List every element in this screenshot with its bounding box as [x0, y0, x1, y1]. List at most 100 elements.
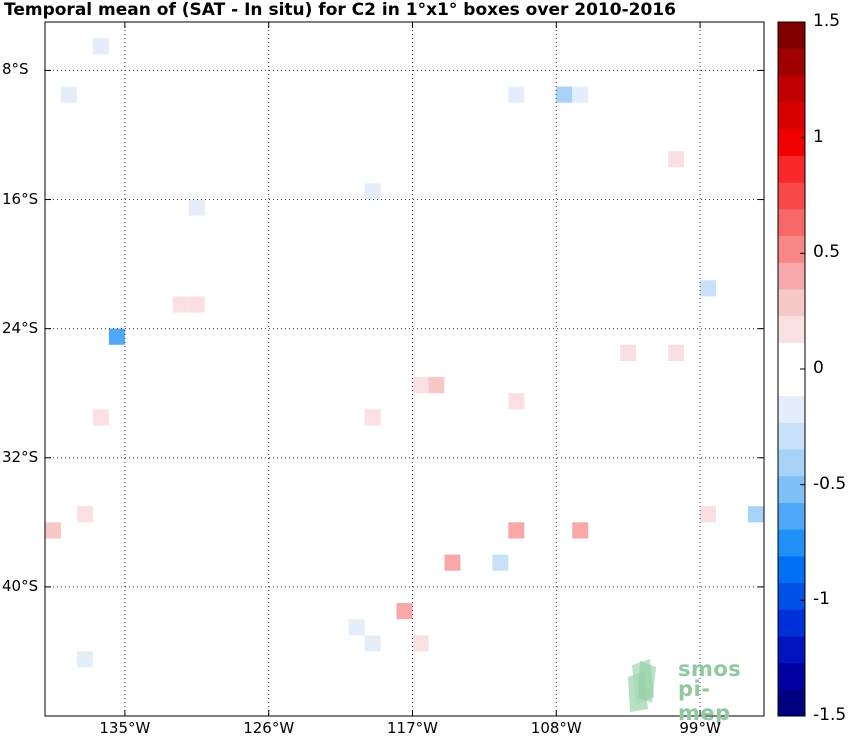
heatmap-cell: [444, 215, 461, 232]
heatmap-cell: [220, 312, 237, 329]
heatmap-cell: [92, 280, 109, 297]
colorbar-segment: [778, 475, 805, 503]
heatmap-cell: [492, 280, 509, 297]
heatmap-cell: [716, 54, 733, 71]
x-tick-label: 99°W: [679, 719, 721, 737]
colorbar-segment: [778, 262, 805, 290]
heatmap-cell: [508, 86, 525, 103]
y-tick-label: 16°S: [2, 189, 39, 208]
x-tick-label: 108°W: [530, 719, 582, 737]
colorbar-segment: [778, 369, 805, 397]
colorbar-segment: [778, 208, 805, 237]
heatmap-cell: [204, 312, 221, 329]
plot-background: [45, 22, 764, 716]
heatmap-cell: [188, 425, 205, 442]
heatmap-cell: [716, 280, 733, 297]
heatmap-cell: [332, 102, 349, 119]
colorbar-segment: [778, 395, 805, 423]
heatmap-cell: [556, 86, 573, 103]
heatmap-cell: [60, 86, 77, 103]
heatmap-cell: [300, 38, 317, 55]
colorbar-segment: [778, 555, 805, 584]
colorbar-tick-label: -1: [813, 589, 830, 610]
heatmap-cell: [396, 70, 413, 87]
heatmap-cell: [572, 86, 589, 103]
heatmap-cell: [700, 328, 717, 345]
heatmap-cell: [188, 199, 205, 216]
x-tick-label: 135°W: [99, 719, 151, 737]
heatmap-cell: [620, 344, 637, 361]
x-tick-label: 117°W: [387, 719, 438, 737]
colorbar-segment: [778, 128, 805, 156]
heatmap-cell: [188, 296, 205, 313]
heatmap-cell: [412, 635, 429, 652]
heatmap-cell: [364, 409, 381, 426]
heatmap-cell: [380, 183, 397, 200]
heatmap-cell: [124, 102, 141, 119]
colorbar-tick-label: 0.5: [813, 242, 841, 263]
heatmap-cell: [668, 344, 685, 361]
heatmap-cell: [428, 377, 445, 394]
colorbar-segment: [778, 662, 805, 690]
heatmap-cell: [140, 199, 157, 216]
colorbar-segment: [778, 102, 805, 130]
heatmap-cell: [412, 377, 429, 394]
colorbar-segment: [778, 422, 805, 450]
colorbar-segment: [778, 582, 805, 610]
heatmap-cell: [348, 619, 365, 636]
heatmap-cell: [476, 215, 493, 232]
y-tick-label: 40°S: [2, 576, 39, 595]
colorbar-segment: [778, 48, 805, 76]
heatmap-cell: [220, 280, 237, 297]
x-tick-label: 126°W: [243, 719, 295, 737]
colorbar-tick-label: -0.5: [813, 473, 847, 494]
colorbar-segment: [778, 155, 805, 183]
heatmap-cell: [748, 506, 764, 523]
logo-line1: smos: [678, 657, 742, 681]
heatmap-cell: [124, 70, 141, 87]
heatmap-cell: [108, 328, 125, 345]
colorbar-segment: [778, 529, 805, 557]
colorbar-segment: [778, 502, 805, 530]
logo-mark-icon: [628, 659, 656, 712]
colorbar-tick-label: 1: [813, 126, 824, 147]
heatmap-cell: [508, 522, 525, 539]
heatmap-cell: [92, 409, 109, 426]
y-tick-label: 32°S: [2, 447, 39, 466]
logo-line2: pi-mep: [678, 677, 731, 725]
map-title: Temporal mean of (SAT - In situ) for C2 …: [4, 0, 676, 20]
colorbar-segment: [778, 635, 805, 664]
heatmap-cell: [60, 651, 77, 668]
smos-pimep-logo: smos pi-mep: [626, 657, 746, 725]
heatmap-cell: [428, 86, 445, 103]
colorbar-segment: [778, 609, 805, 637]
colorbar-segment: [778, 315, 805, 343]
y-tick-label: 24°S: [2, 318, 39, 337]
heatmap-cell: [204, 86, 221, 103]
heatmap-cell: [700, 506, 717, 523]
heatmap-cell: [364, 635, 381, 652]
heatmap-cell: [156, 312, 173, 329]
heatmap-cell: [92, 38, 109, 55]
heatmap-cell: [508, 280, 525, 297]
heatmap-cell: [396, 603, 413, 620]
colorbar-tick-label: -1.5: [813, 705, 847, 725]
heatmap-cell: [76, 506, 93, 523]
heatmap-cell: [76, 199, 93, 216]
colorbar-tick-label: 1.5: [813, 11, 841, 31]
colorbar-segment: [778, 75, 805, 103]
heatmap-cell: [45, 522, 61, 539]
heatmap-cell: [700, 280, 717, 297]
heatmap-cell: [572, 522, 589, 539]
colorbar-segment: [778, 449, 805, 477]
y-tick-label: 8°S: [2, 60, 29, 79]
heatmap-cell: [444, 554, 461, 571]
heatmap-cell: [364, 183, 381, 200]
colorbar-segment: [778, 288, 805, 317]
heatmap-cell: [668, 70, 685, 87]
heatmap-cell: [492, 554, 509, 571]
heatmap-cell: [668, 151, 685, 168]
heatmap-cell: [284, 344, 301, 361]
heatmap-cell: [348, 344, 365, 361]
